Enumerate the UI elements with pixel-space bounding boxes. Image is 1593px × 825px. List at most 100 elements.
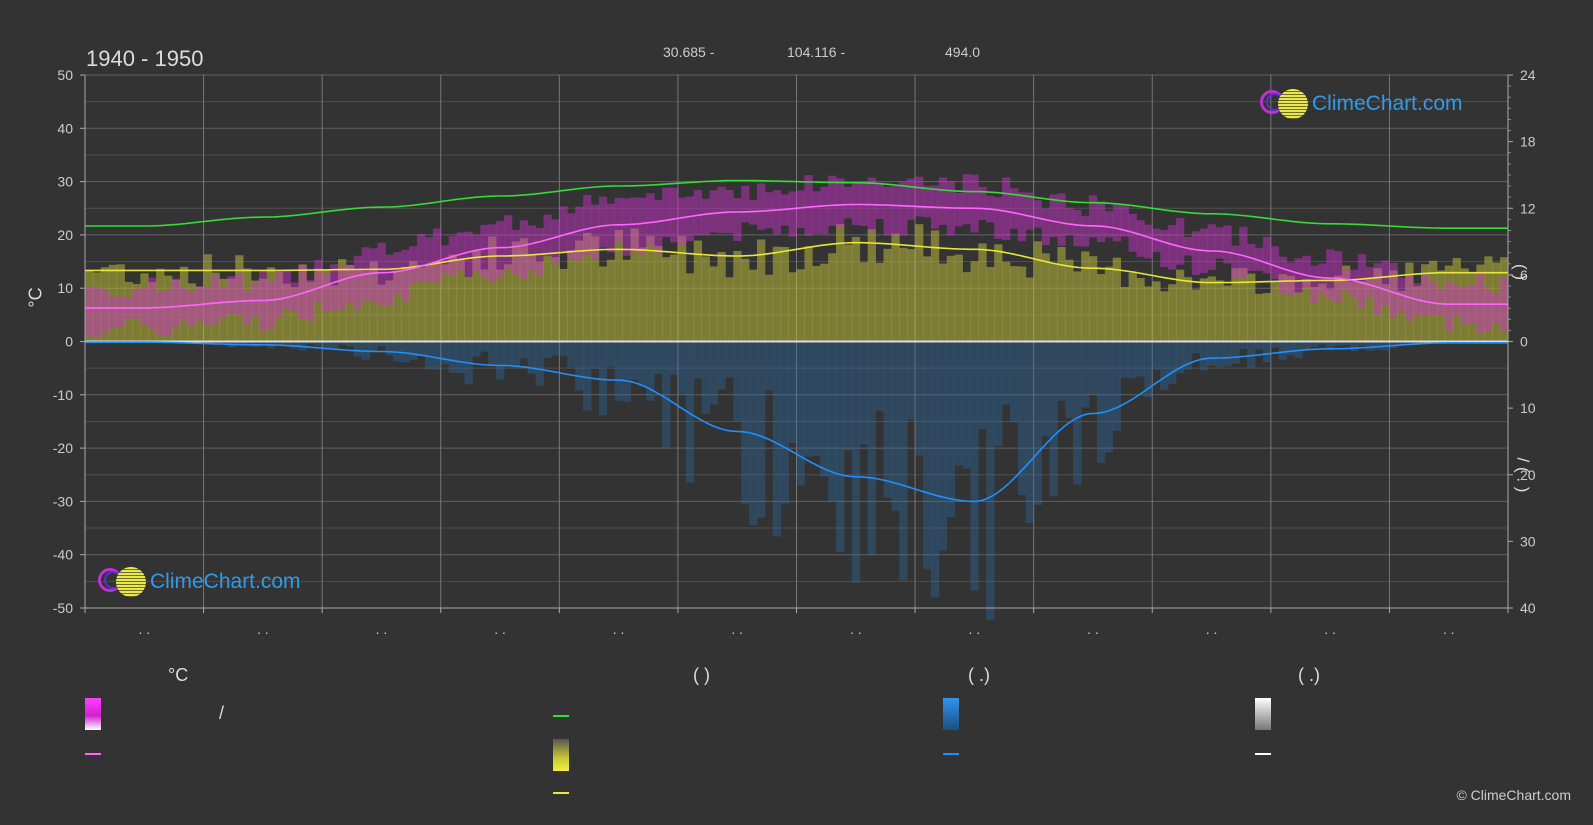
temperature-daily-range-bar [670,187,679,243]
sunshine-daily-bar [124,281,133,342]
sunshine-daily-bar [314,268,323,342]
left-axis-tick-label: 30 [57,174,73,190]
sunshine-daily-bar [298,264,307,342]
precipitation-daily-bar [583,341,592,411]
precipitation-daily-bar [867,341,876,556]
temperature-daily-range-bar [1017,192,1027,242]
sunshine-daily-bar [907,249,916,342]
sunshine-daily-bar [1049,263,1058,342]
sunshine-daily-bar [503,264,513,342]
sunshine-daily-bar [164,275,173,342]
sunshine-daily-bar [345,265,355,342]
temperature-daily-range-bar [567,213,576,260]
right-axis-hours-tick-label: 6 [1520,267,1528,283]
sunshine-daily-bar [583,232,592,342]
temperature-daily-range-bar [227,275,236,314]
temperature-daily-range-bar [954,192,963,227]
daylight-line [85,179,1508,229]
sunshine-daily-bar [764,274,774,342]
temperature-daily-range-bar [511,229,521,275]
precipitation-daily-bar [1089,341,1098,395]
left-axis-tick-label: 40 [57,120,73,136]
legend-sun-header: ( ) [693,665,710,685]
sunshine-daily-bar [282,283,291,342]
legend-snow-header: ( .) [1298,665,1320,685]
precipitation-daily-bar [899,341,908,581]
sunshine-daily-bar [1025,277,1035,342]
precipitation-daily-bar [488,341,497,366]
sunshine-daily-bar [448,254,457,342]
sunshine-daily-bar [1421,264,1430,342]
temperature-daily-range-bar [393,252,402,295]
temperature-daily-range-bar [488,224,497,283]
temperature-daily-range-bar [804,174,813,236]
sunshine-daily-bar [179,266,189,342]
temperature-daily-range-bar [503,215,513,270]
temperature-daily-range-bar [92,288,102,338]
brand-logo-bottom[interactable]: ClimeChart.com [96,565,301,599]
sunshine-daily-bar [946,255,956,342]
brand-logo-top[interactable]: ClimeChart.com [1258,87,1463,121]
sunshine-daily-bar [330,285,339,342]
temperature-daily-range-bar [1096,201,1106,242]
precipitation-daily-bar [409,341,418,360]
temperature-daily-range-bar [1144,224,1153,259]
elevation-value: 494.0 [945,44,981,60]
temperature-daily-range-bar [456,232,465,271]
sunshine-daily-bar [590,236,600,342]
sunshine-daily-bar [156,268,165,342]
sunshine-daily-bar [258,278,268,342]
sunshine-daily-bar [424,264,434,342]
sunshine-daily-bar [693,240,703,342]
precipitation-daily-bar [1009,341,1019,423]
temperature-daily-range-bar [709,190,718,233]
sunshine-daily-bar [409,260,418,342]
temperature-daily-range-bar [140,287,149,325]
temperature-daily-range-bar [1349,269,1359,298]
right-axis-hours-tick-label: 18 [1520,134,1536,150]
precipitation-daily-bar [733,341,742,422]
temperature-daily-range-bar [677,197,687,245]
temperature-daily-range-bar [598,196,608,248]
precipitation-daily-bar [1373,341,1382,350]
sunshine-daily-bar [1239,268,1248,342]
axes-layer: 50 40 30 20 10 0 -10 -20 -30 -40 -50 24 18 12 6 0 10 20 30… [53,67,1536,637]
copyright: © ClimeChart.com [1456,787,1571,803]
temperature-daily-range-bar [1444,282,1454,332]
precipitation-daily-bar [1357,341,1367,346]
sunshine-daily-bar [92,272,102,342]
sunshine-daily-bar [883,248,892,342]
sunshine-daily-bar [1089,256,1098,342]
legend-rain-header: ( .) [968,665,990,685]
sunshine-daily-bar [606,259,616,342]
temperature-daily-range-bar [1460,288,1469,325]
temperature-daily-range-bar [1183,237,1193,256]
right-axis-precip-tick-label: 30 [1520,533,1536,549]
x-axis-month-label: . . [1087,621,1099,637]
temperature-daily-range-bar [306,279,315,321]
sunshine-daily-bar [1255,293,1264,342]
precipitation-daily-bar [1057,341,1066,401]
sunshine-daily-bar [1017,266,1027,342]
temperature-daily-range-bar [251,282,260,317]
temperature-daily-range-bar [836,178,845,228]
precipitation-daily-bar [1334,341,1343,347]
temperature-daily-range-bar [1302,255,1311,288]
sunshine-daily-bar [1215,280,1224,342]
temperature-daily-range-bar [448,235,457,276]
sunshine-daily-bar [187,283,197,342]
precipitation-daily-bar [1128,341,1137,379]
sunshine-daily-bar [543,255,552,342]
climechart-logo-icon [1258,87,1308,121]
precipitation-daily-bar [1168,341,1177,384]
sunshine-daily-bar [954,254,963,342]
precipitation-daily-bar [907,341,916,420]
temperature-daily-range-bar [1057,193,1066,246]
temperature-daily-range-bar [812,191,821,234]
temperature-daily-range-bar [1326,249,1335,300]
precipitation-daily-bar [883,341,892,498]
sunshine-daily-bar [701,256,710,342]
precipitation-daily-bar [1215,341,1224,368]
sunshine-daily-bar [100,267,110,342]
sunshine-daily-bar [1152,281,1161,342]
